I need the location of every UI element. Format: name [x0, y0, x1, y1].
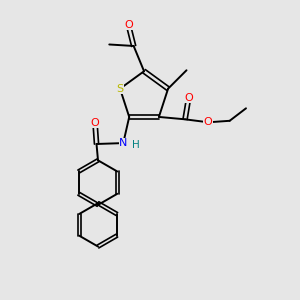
Text: O: O [124, 20, 133, 30]
Text: H: H [132, 140, 140, 150]
Text: N: N [119, 138, 128, 148]
Text: O: O [91, 118, 99, 128]
Text: S: S [116, 84, 124, 94]
Text: O: O [184, 93, 193, 103]
Text: O: O [204, 117, 213, 127]
